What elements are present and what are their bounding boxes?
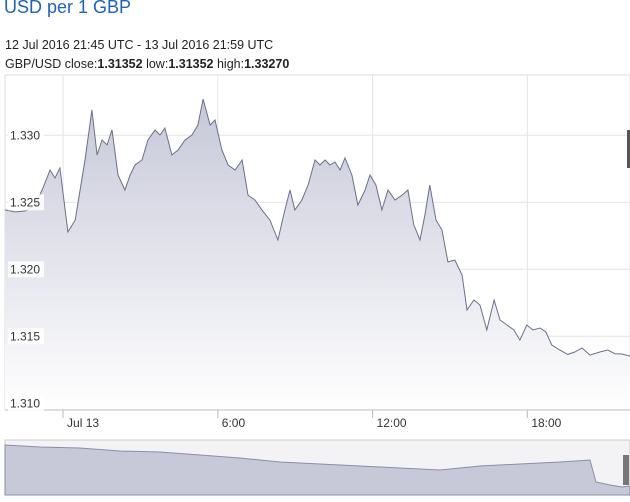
y-tick-box <box>8 194 44 211</box>
stat: high:1.33270 <box>217 57 289 71</box>
line <box>4 98 630 357</box>
y-tick-label: 1.320 <box>10 262 40 276</box>
title: USD per 1 GBP <box>4 0 132 17</box>
navigator-area <box>4 444 630 496</box>
stat-value: 1.33270 <box>244 57 290 71</box>
y-tick-box <box>8 261 44 278</box>
x-tick-label: 6:00 <box>222 416 246 430</box>
navigator-handle[interactable] <box>623 455 629 485</box>
pair: GBP/USD <box>5 57 62 71</box>
y-tick-box <box>8 328 44 345</box>
stat: low:1.31352 <box>146 57 213 71</box>
date-range: 12 Jul 2016 21:45 UTC - 13 Jul 2016 21:5… <box>5 38 274 52</box>
x-tick-label: 12:00 <box>377 416 407 430</box>
scroll-handle[interactable] <box>627 130 630 168</box>
y-tick-label: 1.315 <box>10 329 40 343</box>
y-tick-box <box>8 127 44 144</box>
stat-label: high: <box>216 57 245 71</box>
area <box>5 99 630 410</box>
stat-value: 1.31352 <box>97 57 143 71</box>
stat-label: close: <box>64 57 98 71</box>
y-tick-label: 1.330 <box>10 128 40 142</box>
x-tick-label: Jul 13 <box>67 416 99 430</box>
x-tick-label: 18:00 <box>531 416 561 430</box>
stats: GBP/USD close:1.31352 low:1.31352 high:1… <box>5 57 289 71</box>
y-tick-label: 1.325 <box>10 195 40 209</box>
y-tick-label: 1.310 <box>10 396 40 410</box>
stat-value: 1.31352 <box>168 57 214 71</box>
stat-label: low: <box>146 57 169 71</box>
stat: close:1.31352 <box>65 57 143 71</box>
y-tick-box <box>8 395 44 412</box>
